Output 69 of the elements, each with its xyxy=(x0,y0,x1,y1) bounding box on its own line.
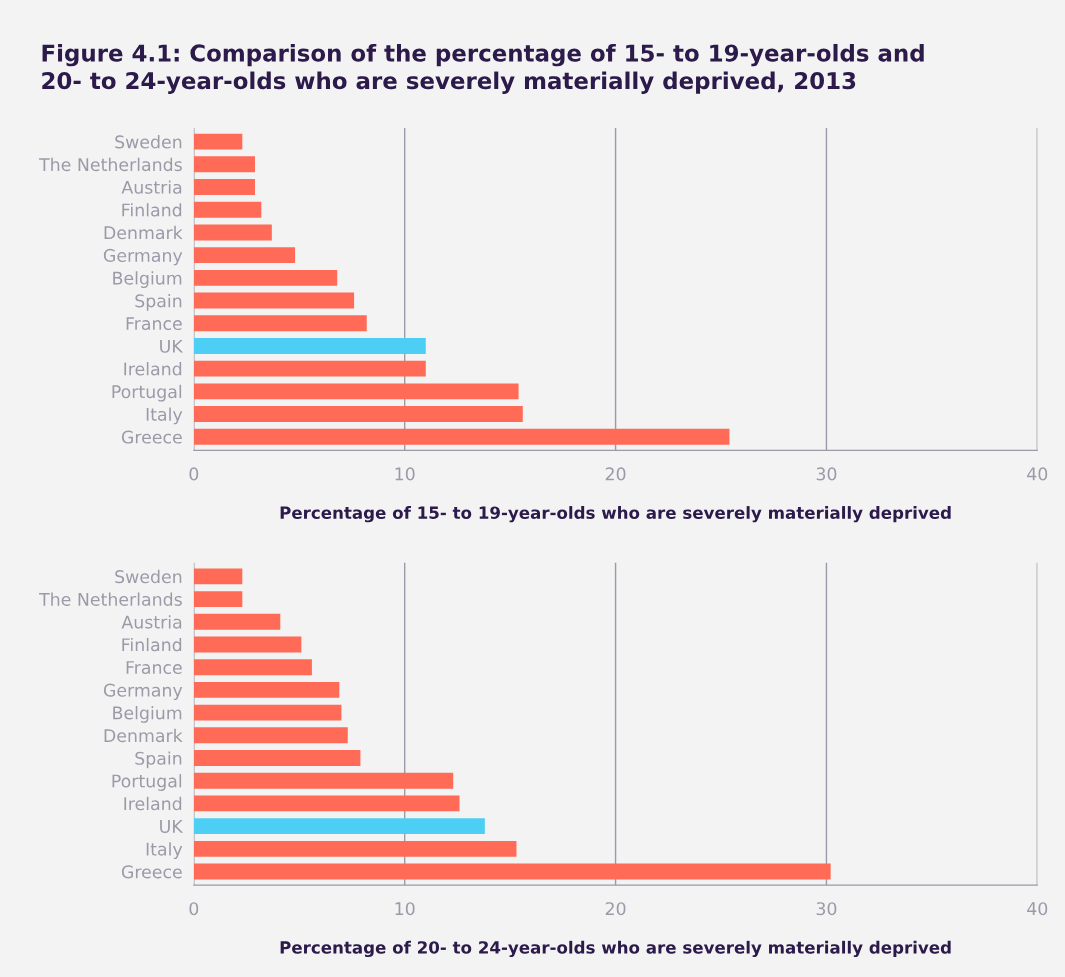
y-tick-label: Italy xyxy=(146,842,183,860)
bar xyxy=(193,863,831,880)
x-tick-label: 10 xyxy=(395,902,415,916)
bar xyxy=(193,704,342,721)
x-axis-title: Percentage of 20- to 24-year-olds who are severely materially deprived xyxy=(280,940,951,958)
y-tick-label: Austria xyxy=(121,615,182,629)
y-tick-label: France xyxy=(126,317,182,331)
bar xyxy=(193,613,281,630)
bar xyxy=(193,681,340,698)
y-tick-label: Spain xyxy=(135,751,182,769)
chart-title: Figure 4.1: Comparison of the percentage of 15- to 19-year-olds and 20- to 24-year-olds who are severely materially deprived, 2013 xyxy=(42,43,924,94)
bar xyxy=(193,840,517,857)
x-tick-label: 20 xyxy=(605,467,626,481)
bar xyxy=(193,795,460,812)
y-tick-label: Sweden xyxy=(115,569,182,584)
bar xyxy=(193,428,730,445)
bar xyxy=(193,179,255,195)
bar xyxy=(193,360,426,377)
y-tick-label: Greece xyxy=(121,865,182,879)
y-tick-label: Belgium xyxy=(113,271,182,289)
x-tick-label: 0 xyxy=(189,902,199,916)
y-tick-label: Germany xyxy=(103,683,183,701)
bar xyxy=(193,727,348,744)
y-tick-label: The Netherlands xyxy=(39,157,182,172)
y-tick-label: Ireland xyxy=(124,796,182,811)
y-tick-label: The Netherlands xyxy=(39,592,182,606)
bar xyxy=(193,247,296,264)
x-tick-label: 30 xyxy=(816,902,837,916)
y-tick-label: Portugal xyxy=(112,384,182,402)
y-tick-label: Portugal xyxy=(112,774,182,791)
bar xyxy=(193,315,367,332)
bar xyxy=(193,156,255,173)
bar xyxy=(193,201,262,218)
y-tick-label: UK xyxy=(160,339,184,353)
bar xyxy=(193,224,272,241)
y-tick-label: Austria xyxy=(121,180,182,194)
x-tick-label: 40 xyxy=(1027,467,1048,481)
bar xyxy=(193,292,355,309)
y-tick-label: Finland xyxy=(122,637,182,652)
y-tick-label: Finland xyxy=(122,203,182,217)
y-tick-label: Germany xyxy=(103,248,183,266)
x-tick-label: 0 xyxy=(189,467,199,481)
bar xyxy=(193,636,302,653)
bar xyxy=(193,568,243,585)
bar xyxy=(193,338,426,354)
x-tick-label: 40 xyxy=(1027,902,1048,916)
bar xyxy=(193,772,454,789)
y-tick-label: Greece xyxy=(121,430,182,444)
bar xyxy=(193,591,243,608)
y-tick-label: Sweden xyxy=(115,135,182,149)
y-tick-label: Italy xyxy=(146,407,183,425)
x-tick-label: 30 xyxy=(816,467,837,481)
bar xyxy=(193,269,338,286)
x-tick-label: 20 xyxy=(605,902,626,916)
bar xyxy=(193,750,361,766)
y-tick-label: France xyxy=(126,661,182,675)
x-tick-label: 10 xyxy=(395,467,415,481)
y-tick-label: Spain xyxy=(135,293,182,311)
bar xyxy=(193,406,523,423)
x-axis-title: Percentage of 15- to 19-year-olds who are severely materially deprived xyxy=(280,506,951,523)
y-tick-label: Belgium xyxy=(113,706,182,723)
y-tick-label: Denmark xyxy=(104,225,183,240)
bar xyxy=(193,383,519,400)
bar xyxy=(193,818,485,835)
y-tick-label: Denmark xyxy=(104,728,183,743)
y-tick-label: UK xyxy=(160,820,184,833)
bar xyxy=(193,133,243,150)
bar xyxy=(193,659,312,676)
y-tick-label: Ireland xyxy=(124,362,182,376)
